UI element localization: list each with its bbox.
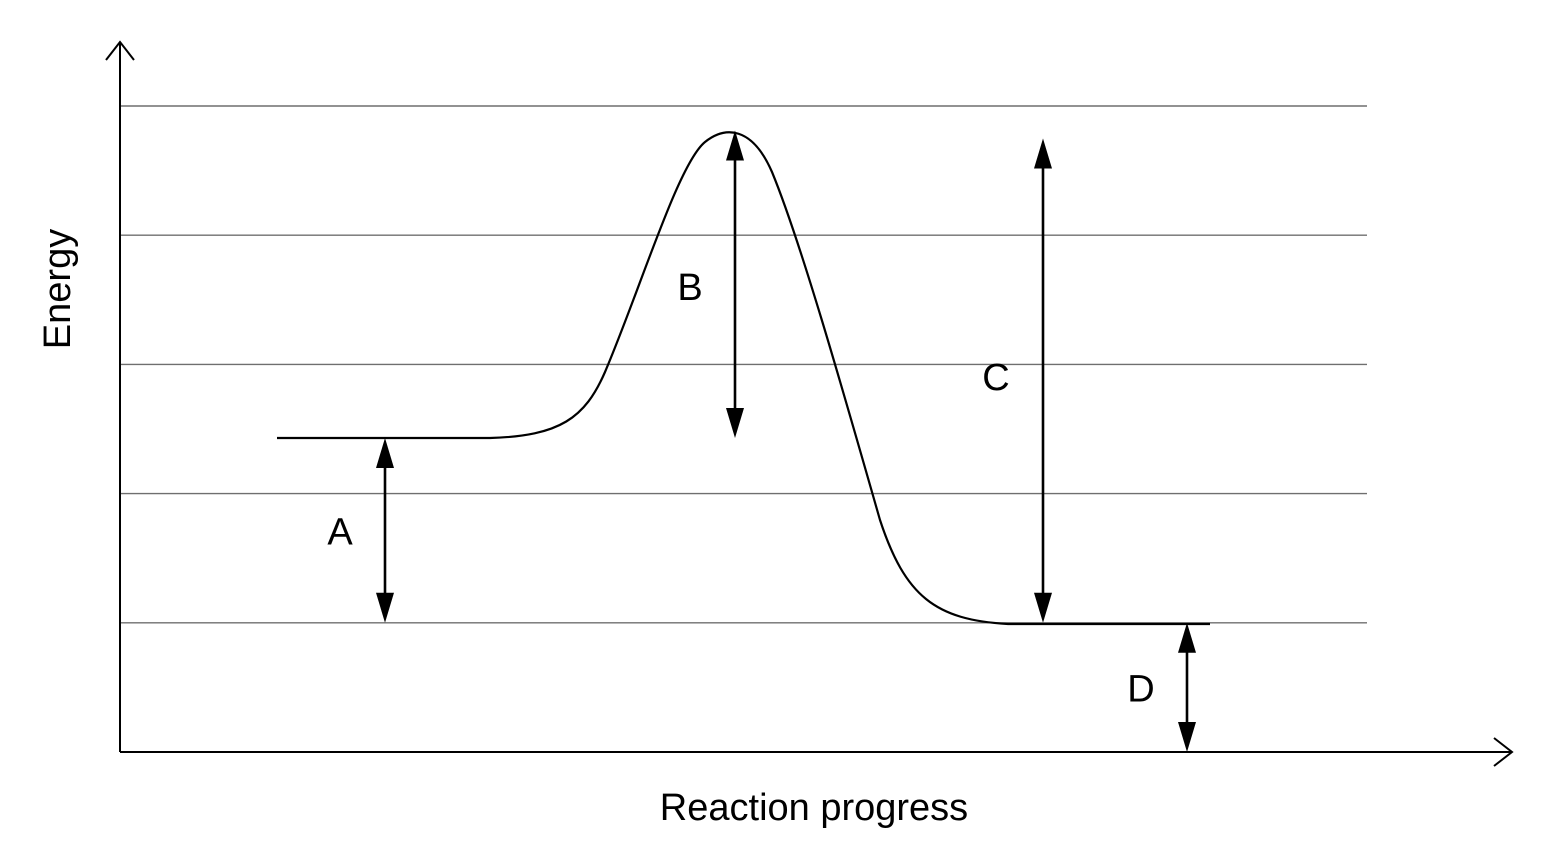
arrow-c-head-down: [1034, 592, 1052, 623]
y-axis-arrowhead: [105, 40, 135, 61]
y-axis-label: Energy: [37, 229, 79, 349]
gridlines: [120, 105, 1367, 624]
arrow-c-label: C: [982, 357, 1009, 399]
x-axis-label: Reaction progress: [660, 787, 968, 829]
arrow-d-head-up: [1178, 622, 1196, 653]
arrow-c: C: [982, 138, 1052, 623]
arrow-b-label: B: [677, 267, 702, 309]
arrow-d-head-down: [1178, 722, 1196, 752]
arrow-b-head-up: [726, 130, 744, 161]
arrow-c-head-up: [1034, 138, 1052, 169]
arrow-a: A: [327, 438, 394, 623]
arrow-a-head-up: [376, 438, 394, 469]
axes: [105, 40, 1514, 767]
arrow-d: D: [1127, 622, 1196, 752]
arrow-b-head-down: [726, 408, 744, 439]
arrow-a-head-down: [376, 592, 394, 623]
arrow-d-label: D: [1127, 668, 1154, 710]
arrows: A B C D: [327, 130, 1196, 752]
arrow-b: B: [677, 130, 744, 439]
x-axis-arrowhead: [1493, 737, 1514, 767]
reaction-energy-curve: [277, 131, 1210, 626]
arrow-a-label: A: [327, 511, 353, 553]
